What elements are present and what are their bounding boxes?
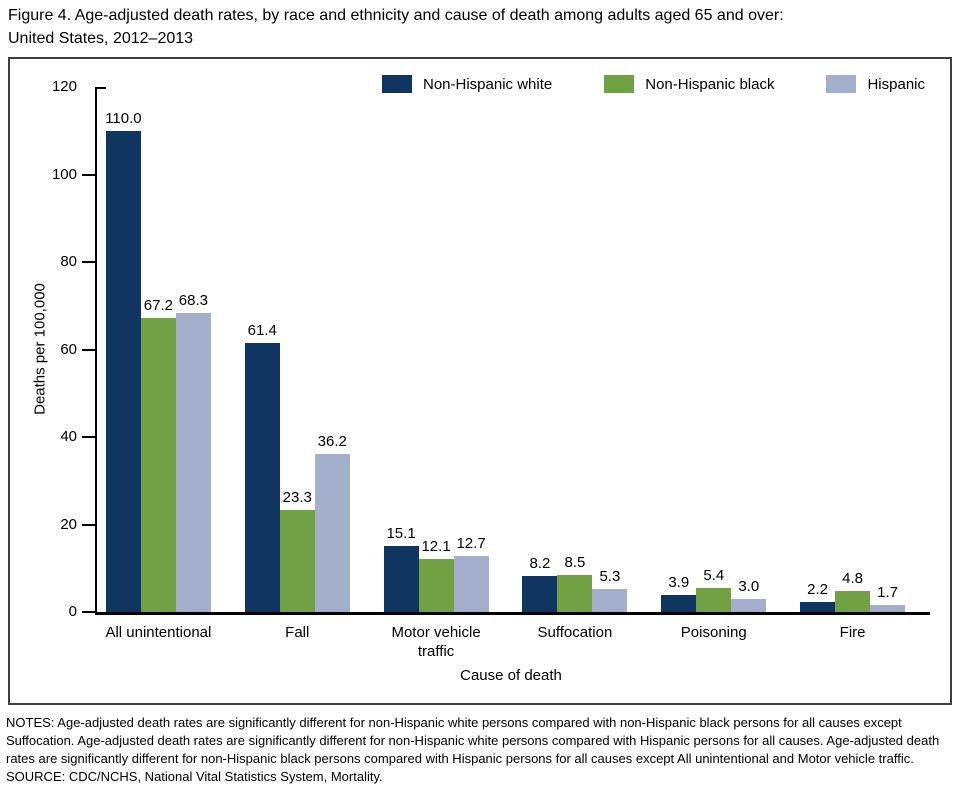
y-axis-tick-label: 100 xyxy=(51,165,77,183)
y-axis-tick xyxy=(82,611,95,613)
x-axis-category-label: Motor vehicle traffic xyxy=(391,624,481,660)
bar-value-label: 110.0 xyxy=(105,109,142,127)
bar-non-hispanic-black xyxy=(279,510,315,612)
chart-box: Non-Hispanic white Non-Hispanic black Hisp… xyxy=(8,57,952,705)
bar-value-label: 12.7 xyxy=(456,535,486,553)
bar-hispanic xyxy=(731,598,767,612)
bar-non-hispanic-white xyxy=(661,594,697,612)
bar-value-label: 68.3 xyxy=(178,292,208,310)
bar-value-label: 12.1 xyxy=(421,538,451,556)
bar-non-hispanic-white xyxy=(522,576,558,612)
y-axis-tick xyxy=(82,523,95,526)
legend-label: Non-Hispanic black xyxy=(645,75,775,93)
legend-swatch-icon xyxy=(382,75,412,93)
x-axis-line xyxy=(95,612,930,615)
bar-hispanic xyxy=(453,556,489,612)
notes-block: NOTES: Age-adjusted death rates are sign… xyxy=(6,714,956,786)
bar-value-label: 36.2 xyxy=(317,432,347,450)
legend-item: Non-Hispanic black xyxy=(604,75,774,93)
bar-non-hispanic-black xyxy=(557,574,593,612)
figure-title-line1: Figure 4. Age-adjusted death rates, by r… xyxy=(8,7,784,24)
bar-hispanic xyxy=(592,588,628,612)
bar-value-label: 8.5 xyxy=(564,553,586,571)
y-axis-tick xyxy=(82,261,95,263)
legend-label: Non-Hispanic white xyxy=(423,75,553,93)
y-axis-tick-label: 60 xyxy=(60,340,77,358)
y-axis-tick-label: 40 xyxy=(60,428,77,445)
bar-non-hispanic-white xyxy=(800,602,836,612)
y-axis-tick-label: 80 xyxy=(60,253,77,270)
legend-item: Non-Hispanic white xyxy=(382,75,552,93)
bar-value-label: 5.3 xyxy=(599,567,621,585)
y-axis-tick xyxy=(82,348,95,351)
bar-value-label: 15.1 xyxy=(386,524,416,542)
chart-legend: Non-Hispanic white Non-Hispanic black Hisp… xyxy=(382,75,925,93)
bar-value-label: 1.7 xyxy=(877,583,898,601)
notes-text: NOTES: Age-adjusted death rates are sign… xyxy=(6,715,940,766)
bar-value-label: 3.9 xyxy=(668,573,690,591)
bar-non-hispanic-black xyxy=(418,559,454,612)
bar-hispanic xyxy=(175,313,211,612)
x-axis-category-label: All unintentional xyxy=(105,624,212,641)
bar-value-label: 4.8 xyxy=(842,570,863,587)
bar-value-label: 23.3 xyxy=(282,489,312,507)
y-axis-tick-label: 120 xyxy=(51,78,77,95)
y-axis-tick xyxy=(82,173,95,176)
x-axis-category-label: Fall xyxy=(285,624,310,641)
x-axis-category-label: Suffocation xyxy=(537,624,613,641)
bar-non-hispanic-black xyxy=(696,588,732,612)
y-axis-tick-label: 0 xyxy=(68,603,77,620)
bar-value-label: 67.2 xyxy=(143,297,173,314)
bar-hispanic xyxy=(314,453,350,612)
bar-value-label: 3.0 xyxy=(738,577,760,595)
bar-value-label: 2.2 xyxy=(807,581,828,599)
x-axis-category-label: Fire xyxy=(839,624,866,641)
figure-title-line2: United States, 2012–2013 xyxy=(8,30,194,48)
legend-swatch-icon xyxy=(826,75,857,93)
bar-non-hispanic-white xyxy=(383,545,419,612)
y-axis-tick-label: 20 xyxy=(60,515,77,533)
y-axis-line xyxy=(95,87,97,614)
bar-non-hispanic-black xyxy=(835,591,871,612)
x-axis-title-text: Cause of death xyxy=(460,667,562,684)
source-text: SOURCE: CDC/NCHS, National Vital Statist… xyxy=(6,768,383,784)
bar-non-hispanic-white xyxy=(105,130,141,612)
bar-non-hispanic-white xyxy=(244,343,280,612)
bar-value-label: 61.4 xyxy=(247,322,277,340)
bar-non-hispanic-black xyxy=(140,318,176,612)
bar-value-label: 5.4 xyxy=(703,567,725,585)
figure-title: Figure 4. Age-adjusted death rates, by r… xyxy=(8,4,956,50)
y-axis-tick xyxy=(82,436,95,438)
y-axis-tick xyxy=(97,87,106,89)
legend-label: Hispanic xyxy=(867,75,925,93)
bar-value-label: 8.2 xyxy=(529,555,551,573)
x-axis-title: Cause of death xyxy=(10,667,950,684)
legend-item: Hispanic xyxy=(826,75,925,93)
bar-hispanic xyxy=(870,604,906,612)
legend-swatch-icon xyxy=(604,75,635,93)
x-axis-category-label: Poisoning xyxy=(680,624,747,641)
